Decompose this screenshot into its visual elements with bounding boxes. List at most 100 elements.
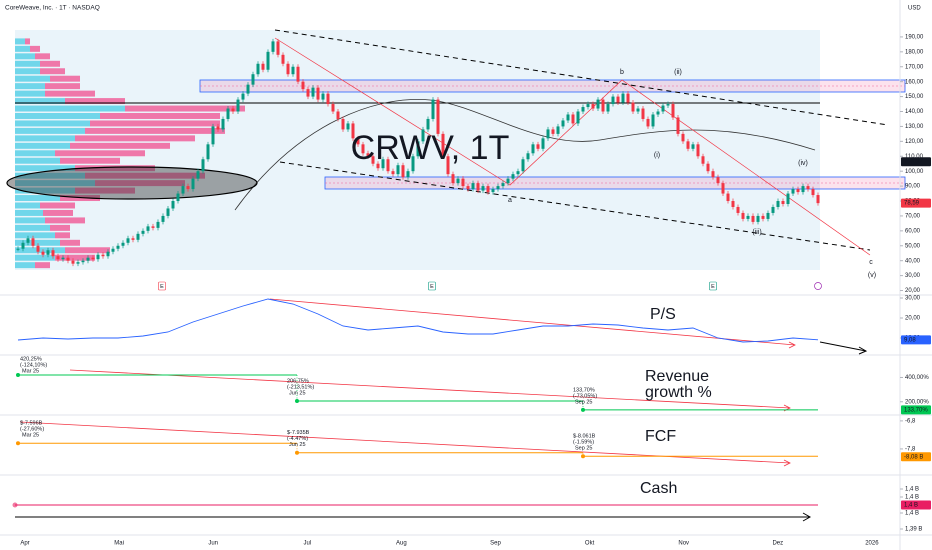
y-tick-label: -6,8 <box>905 418 916 424</box>
y-tick-label: 180,00 <box>905 49 924 55</box>
candle-body <box>21 242 25 249</box>
candle-body <box>696 144 700 157</box>
profile-buy <box>15 262 35 269</box>
candle-body <box>681 133 685 142</box>
candle-body <box>96 254 100 260</box>
candle-body <box>181 186 185 194</box>
profile-buy <box>15 90 45 97</box>
candle-body <box>746 215 750 219</box>
x-tick-label: Okt <box>585 541 595 547</box>
pane-title: P/S <box>650 306 676 323</box>
candle-body <box>686 141 690 149</box>
event-label: E <box>160 284 164 290</box>
price-tag-label: 9,08 <box>904 337 916 343</box>
arrow-head <box>783 459 791 467</box>
candle-body <box>591 104 595 109</box>
candle-body <box>631 102 635 112</box>
symbol-header: CoreWeave, Inc. · 1T · NASDAQ <box>5 5 100 12</box>
profile-buy <box>15 105 125 112</box>
candle-body <box>466 186 470 190</box>
y-tick-label: 160,00 <box>905 79 924 85</box>
step-date: Jun 25 <box>289 390 306 396</box>
profile-buy <box>15 75 50 82</box>
step-date: Sep 25 <box>575 446 592 452</box>
profile-sell <box>60 239 80 246</box>
candle-body <box>546 129 550 139</box>
profile-buy <box>15 239 60 246</box>
y-tick-label: 1,4 B <box>905 487 919 493</box>
candle-body <box>666 104 670 106</box>
candle-body <box>151 226 155 228</box>
candle-body <box>256 63 260 75</box>
profile-sell <box>35 262 50 269</box>
y-tick-label: 20,00 <box>905 316 921 322</box>
profile-sell <box>43 209 73 216</box>
y-tick-label: 120,00 <box>905 139 924 145</box>
profile-buy <box>15 135 75 142</box>
candle-body <box>811 189 815 196</box>
candle-body <box>761 215 765 219</box>
candle-body <box>361 144 365 154</box>
profile-buy <box>15 68 40 75</box>
y-tick-label: 140,00 <box>905 109 924 115</box>
candle-body <box>486 186 490 193</box>
candle-body <box>331 104 335 112</box>
candle-body <box>461 178 465 187</box>
candle-body <box>426 118 430 130</box>
profile-buy <box>15 150 55 157</box>
candle-body <box>171 201 175 209</box>
candle-body <box>421 129 425 142</box>
y-tick-label: 170,00 <box>905 64 924 70</box>
candle-body <box>176 193 180 202</box>
profile-buy <box>15 120 90 127</box>
candle-body <box>191 178 195 190</box>
candle-body <box>156 221 160 228</box>
candle-body <box>336 111 340 119</box>
candle-body <box>471 183 475 190</box>
candle-body <box>381 159 385 169</box>
event-marker <box>158 281 166 291</box>
pane-title: Revenue <box>645 368 709 385</box>
candle-body <box>376 163 380 169</box>
x-tick-label: 2026 <box>865 541 879 547</box>
candle-body <box>111 248 115 252</box>
y-tick-label: 100,00 <box>905 169 924 175</box>
currency: USD <box>908 6 921 12</box>
candle-body <box>221 118 225 130</box>
candle-body <box>576 111 580 124</box>
candle-body <box>731 201 735 207</box>
candle-body <box>186 186 190 190</box>
arrow-head <box>788 341 796 349</box>
profile-buy <box>15 254 55 261</box>
event-marker <box>709 281 717 291</box>
candle-body <box>81 260 85 263</box>
profile-buy <box>15 38 25 45</box>
candle-body <box>226 108 230 119</box>
wave-label: (iv) <box>798 160 808 167</box>
ps-line <box>17 298 819 343</box>
profile-sell <box>75 187 135 194</box>
candle-body <box>456 178 460 184</box>
candle-body <box>296 66 300 82</box>
candle-body <box>311 87 315 97</box>
profile-sell <box>45 217 85 224</box>
candle-body <box>236 99 240 112</box>
candle-body <box>511 174 515 179</box>
candle-body <box>816 195 820 204</box>
candle-body <box>676 117 680 134</box>
step-change: (-27,60%) <box>20 427 44 433</box>
candle-body <box>61 257 65 260</box>
candle-body <box>411 156 415 172</box>
candle-body <box>451 174 455 184</box>
candle-body <box>76 262 80 264</box>
event-marker <box>428 281 436 291</box>
step-value: $-7.935B <box>287 430 310 436</box>
profile-buy <box>15 232 55 239</box>
candle-body <box>36 245 40 252</box>
step-value: 206,75% <box>287 378 309 384</box>
candle-body <box>386 159 390 172</box>
candle-body <box>266 51 270 70</box>
x-tick-label: Mai <box>114 541 124 547</box>
profile-sell <box>50 224 70 231</box>
